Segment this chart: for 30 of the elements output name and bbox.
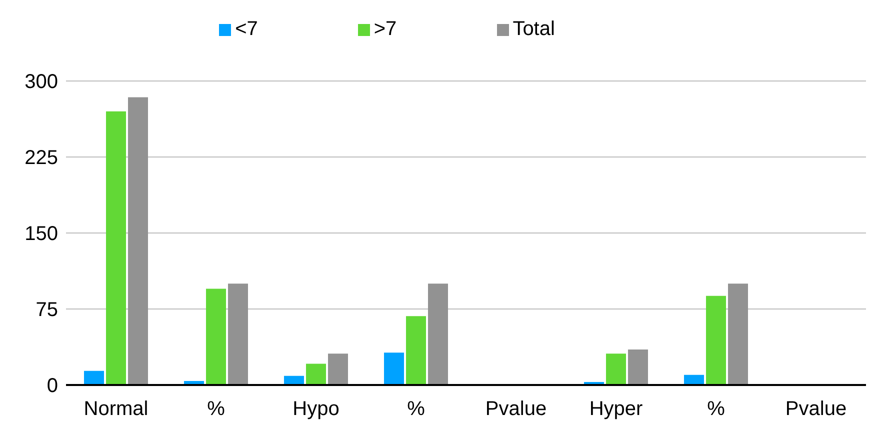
bar: [328, 354, 348, 385]
bar: [606, 354, 626, 385]
bar: [84, 370, 104, 385]
bar: [728, 284, 748, 385]
x-tick-label: Normal: [84, 398, 148, 420]
y-tick-label: 225: [24, 147, 58, 170]
x-tick-label: Pvalue: [785, 398, 847, 420]
bar: [128, 97, 148, 385]
legend-label: <7: [235, 18, 258, 40]
bar: [228, 284, 248, 385]
bar: [306, 364, 326, 385]
x-tick-label: %: [407, 398, 426, 420]
x-tick-label: Pvalue: [485, 398, 547, 420]
bar: [206, 288, 226, 385]
bar: [384, 352, 404, 385]
legend-label: Total: [512, 18, 555, 40]
bar: [106, 111, 126, 385]
x-tick-label: Hypo: [292, 398, 340, 420]
y-tick-label: 0: [46, 375, 58, 398]
x-tick-label: %: [707, 398, 726, 420]
x-tick-label: %: [207, 398, 226, 420]
bar: [428, 284, 448, 385]
bar: [406, 316, 426, 385]
bar: [628, 350, 648, 385]
bar: [706, 296, 726, 385]
y-tick-label: 300: [24, 71, 58, 94]
x-tick-label: Hyper: [589, 398, 644, 420]
y-tick-label: 75: [36, 299, 58, 322]
y-tick-label: 150: [24, 223, 58, 246]
legend-label: >7: [374, 18, 397, 40]
